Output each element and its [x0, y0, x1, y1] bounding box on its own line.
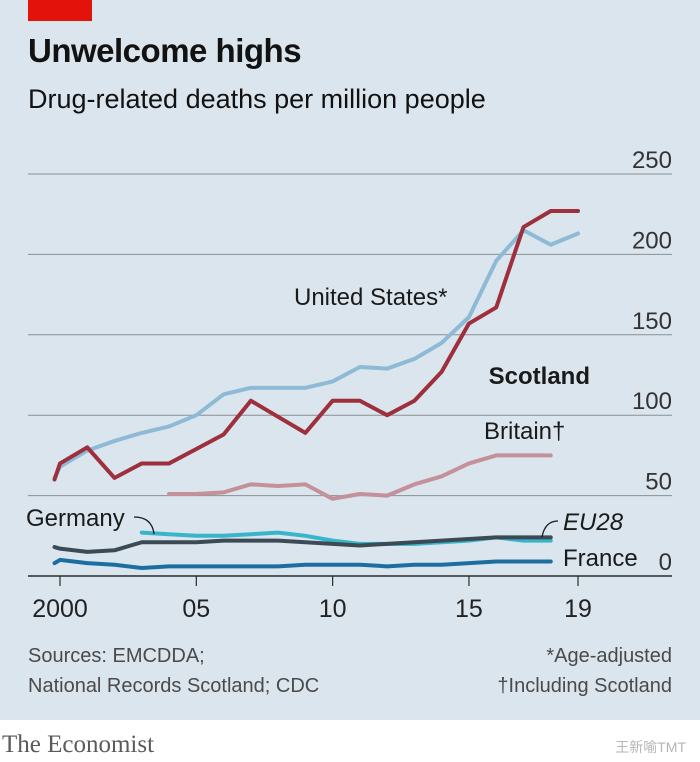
x-tick-label-2000: 2000: [32, 595, 88, 623]
x-tick-label-19: 19: [564, 595, 592, 623]
series-line-eu28: [52, 535, 553, 554]
y-tick-label-250: 250: [632, 147, 672, 174]
y-tick-label-0: 0: [659, 549, 672, 576]
series-label-britain: Britain†: [484, 418, 565, 445]
economist-logo: The Economist: [2, 731, 155, 758]
footnote-age-adjusted: *Age-adjusted: [546, 645, 672, 667]
series-label-france: France: [563, 545, 638, 572]
y-tick-label-200: 200: [632, 227, 672, 254]
source-line-1: Sources: EMCDDA;: [28, 645, 205, 667]
footnote-including-scotland: †Including Scotland: [497, 675, 672, 697]
series-label-eu28: EU28: [563, 509, 624, 536]
series-line-france: [52, 557, 553, 570]
watermark: 王新喻TMT: [615, 739, 686, 755]
y-tick-label-100: 100: [632, 388, 672, 415]
series-line-scotland: [52, 208, 580, 482]
chart-subtitle: Drug-related deaths per million people: [28, 84, 486, 114]
x-tick-label-10: 10: [319, 595, 347, 623]
x-tick-label-15: 15: [455, 595, 483, 623]
source-line-2: National Records Scotland; CDC: [28, 675, 320, 697]
series-line-united_states: [52, 228, 580, 480]
series-line-britain: [167, 453, 553, 501]
germany-leader-line: [133, 516, 155, 535]
y-tick-label-50: 50: [645, 469, 672, 496]
y-tick-label-150: 150: [632, 308, 672, 335]
brand-red-tag: [28, 0, 92, 21]
series-label-united_states: United States*: [294, 284, 447, 311]
x-tick-label-05: 05: [182, 595, 210, 623]
line-chart: 0 50 100 150 200 250 2000 05 10 15 19 United States…: [26, 147, 672, 623]
chart-panel: [0, 0, 700, 720]
eu28-leader-line: [541, 520, 559, 538]
chart-title: Unwelcome highs: [28, 32, 302, 69]
series-label-germany: Germany: [26, 505, 125, 532]
series-label-scotland: Scotland: [489, 363, 590, 390]
